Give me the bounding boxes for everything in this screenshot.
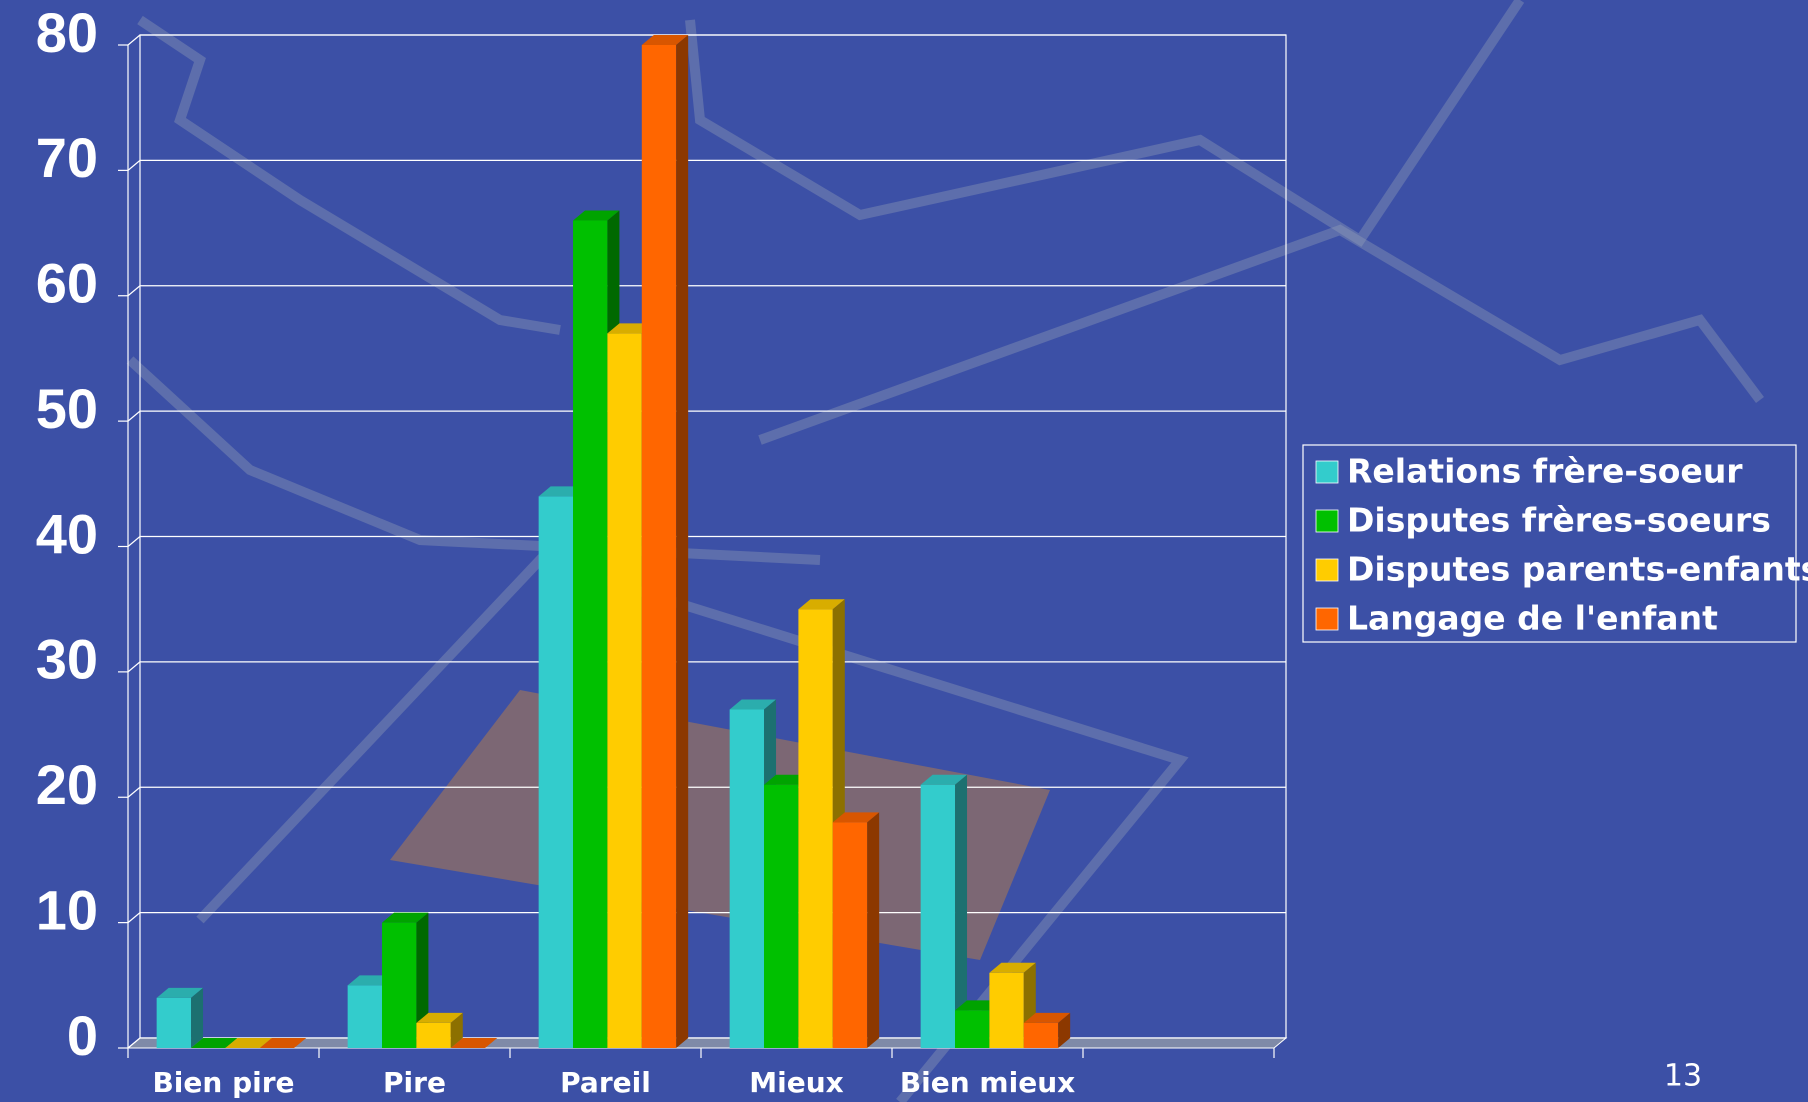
grid-line-side	[127, 661, 141, 673]
bar	[1023, 1012, 1071, 1048]
bar-front	[607, 333, 642, 1048]
background-map	[126, 0, 1764, 1102]
bar-side	[676, 35, 689, 1048]
y-tick-label: 70	[36, 126, 98, 189]
bar-side	[450, 1012, 463, 1048]
legend-label: Relations frère-soeur	[1347, 452, 1743, 491]
bar-top	[382, 912, 429, 923]
bar-top	[1023, 1012, 1071, 1023]
bar-front	[573, 220, 608, 1048]
bar-top	[989, 962, 1036, 973]
bar-top	[573, 210, 620, 221]
y-tick-label: 20	[36, 753, 98, 816]
bar-top	[259, 1038, 307, 1048]
bar-top	[225, 1038, 272, 1048]
bar-front	[156, 997, 192, 1048]
bar	[416, 1012, 463, 1048]
bar-front	[729, 709, 765, 1048]
bar-side	[1058, 1012, 1071, 1048]
bar-front	[764, 784, 799, 1048]
legend-swatch	[1315, 509, 1339, 533]
bar-top	[641, 35, 689, 45]
grid-line-side	[127, 159, 141, 171]
grid-line-side	[127, 912, 141, 924]
grid-line-side	[127, 786, 141, 798]
x-tick-label: Bien pire	[152, 1066, 294, 1099]
x-tick-label: Mieux	[749, 1066, 843, 1099]
bar-side	[867, 812, 880, 1048]
x-tick-label: Bien mieux	[900, 1066, 1075, 1099]
bar	[156, 987, 204, 1048]
bar-front	[347, 985, 383, 1048]
bar-front	[989, 972, 1024, 1048]
x-tick-label: Pareil	[560, 1066, 651, 1099]
y-tick-label: 50	[36, 377, 98, 440]
bar	[920, 774, 968, 1048]
bar	[450, 1038, 498, 1048]
bar-front	[920, 784, 956, 1048]
grid-line-side	[127, 536, 141, 547]
bar	[191, 1038, 238, 1048]
bar-front	[382, 922, 417, 1048]
bar-front	[832, 822, 868, 1048]
bar-side	[955, 774, 968, 1048]
bar-front	[538, 496, 574, 1049]
legend-swatch	[1315, 460, 1339, 484]
y-tick-label: 60	[36, 252, 98, 315]
bar-top	[729, 699, 777, 710]
grid-line-side	[127, 34, 141, 46]
grid-line-side	[127, 1037, 141, 1049]
bar-top	[798, 599, 845, 610]
bar-top	[191, 1038, 238, 1048]
legend-label: Disputes parents-enfants	[1347, 550, 1808, 589]
bar	[382, 912, 429, 1048]
bar-top	[450, 1038, 498, 1048]
grid-line-side	[127, 410, 141, 422]
bar-front	[1023, 1022, 1059, 1048]
y-tick-label: 0	[67, 1004, 98, 1067]
slide-number: 13	[1664, 1059, 1702, 1094]
y-tick-label: 10	[36, 878, 98, 941]
bar-side	[191, 987, 204, 1048]
bar	[225, 1038, 272, 1048]
bar	[259, 1038, 307, 1048]
x-tick-label: Pire	[383, 1066, 446, 1099]
bar-side	[416, 912, 429, 1048]
legend-label: Disputes frères-soeurs	[1347, 501, 1771, 540]
grid-line-side	[127, 285, 141, 297]
bar-front	[641, 45, 677, 1048]
y-tick-label: 30	[36, 628, 98, 691]
y-tick-label: 80	[36, 1, 98, 64]
bar-top	[416, 1012, 463, 1023]
legend-swatch	[1315, 607, 1339, 631]
y-tick-label: 40	[36, 502, 98, 565]
bar-top	[832, 812, 880, 823]
bar	[832, 812, 880, 1048]
bar-top	[920, 774, 968, 785]
bar-front	[798, 609, 833, 1048]
legend-label: Langage de l'enfant	[1347, 599, 1718, 638]
bar-top	[156, 987, 204, 998]
bar-front	[416, 1022, 451, 1048]
bar	[641, 35, 689, 1048]
bar-front	[955, 1010, 990, 1048]
legend-swatch	[1315, 558, 1339, 582]
legend-box	[1302, 444, 1797, 643]
